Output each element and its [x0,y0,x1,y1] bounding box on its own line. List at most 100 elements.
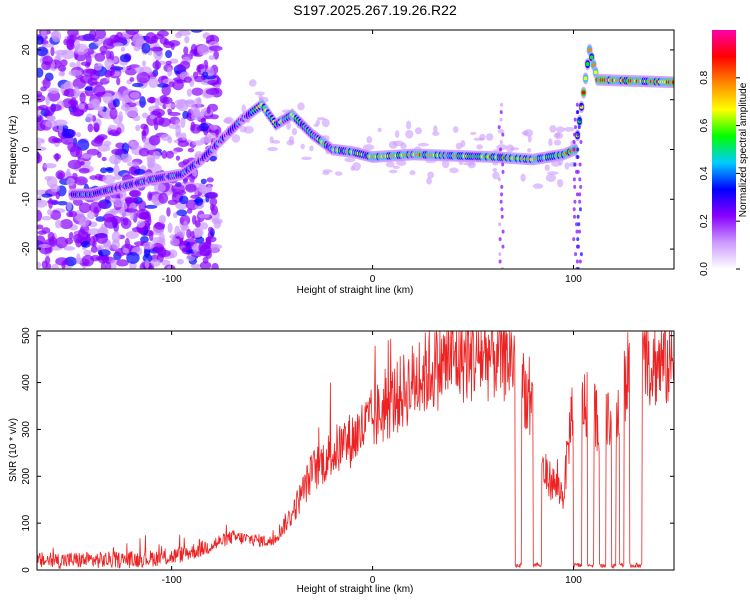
heatmap-cell [158,232,165,243]
heatmap-cell [209,197,218,207]
colorbar-tick-label: 0.6 [699,118,710,132]
heatmap-cell [87,211,96,220]
heatmap-cell [176,258,184,265]
heatmap-cell [300,143,305,150]
heatmap-cell [154,221,166,230]
heatmap-cell [498,154,502,159]
heatmap-cell [497,125,501,130]
heatmap-cell [168,124,181,130]
colorbar-gradient [712,30,736,269]
heatmap-cell [501,132,505,137]
heatmap-cell [161,259,171,266]
heatmap-cell [58,123,64,134]
heatmap-cell [158,192,169,204]
heatmap-cell [254,91,265,96]
heatmap-cell [427,171,435,179]
heatmap-cell [209,124,218,131]
heatmap-cell [110,259,117,269]
heatmap-cell [37,261,42,269]
heatmap-cell [192,243,198,254]
heatmap-cell [498,222,502,227]
heatmap-cell [102,38,116,50]
heatmap-cell [144,259,150,269]
heatmap-cell [195,236,205,244]
heatmap-cell [141,112,149,119]
heatmap-cell [350,165,355,171]
heatmap-cell [394,130,400,138]
heatmap-cell [162,104,167,110]
heatmap-cell [576,147,580,152]
heatmap-cell [146,97,157,104]
heatmap-cell [44,106,55,117]
spectrogram-ytick-label: 20 [21,44,32,56]
heatmap-cell [501,244,505,249]
heatmap-cell [79,216,90,228]
heatmap-cell [165,60,172,65]
heatmap-cell [213,219,222,229]
heatmap-cell [449,167,459,174]
heatmap-cell [46,199,59,204]
heatmap-cell [119,54,131,63]
heatmap-cell [178,229,186,238]
snr-xtick-label: 100 [565,575,582,586]
snr-xlabel: Height of straight line (km) [297,584,414,595]
heatmap-cell [192,140,205,146]
heatmap-cell [573,117,577,122]
heatmap-cell [469,131,477,136]
heatmap-cell [51,263,59,269]
heatmap-cell [496,144,508,151]
heatmap-cell [182,159,190,166]
heatmap-cell [51,30,62,43]
heatmap-cell [72,198,83,206]
heatmap-cell [206,106,211,114]
heatmap-cell [576,132,580,137]
heatmap-cell [578,229,582,234]
colorbar-tick-label: 0.8 [699,70,710,84]
heatmap-cell [165,150,174,159]
heatmap-cell [75,146,83,159]
heatmap-cell [174,99,188,105]
heatmap-cell [555,126,565,133]
heatmap-cell [168,81,175,88]
heatmap-cell [56,201,68,206]
heatmap-cell [112,98,120,108]
heatmap-cell [102,213,115,223]
heatmap-cell [179,214,191,226]
heatmap-cell [101,156,107,162]
spectrogram-xtick-label: -100 [162,274,182,285]
heatmap-cell [118,95,126,101]
heatmap-cell [405,129,414,139]
heatmap-cell [55,170,66,180]
spectrogram-ytick-label: -10 [21,192,32,207]
heatmap-cell [131,82,144,88]
heatmap-cell [175,155,181,161]
heatmap-cell [532,183,544,189]
heatmap-cell [120,46,126,52]
heatmap-cell [83,249,92,256]
heatmap-cell [142,253,153,263]
heatmap-cell [499,147,503,152]
heatmap-cell [90,246,98,253]
heatmap-cell [269,136,274,144]
heatmap-cell [587,47,592,52]
heatmap-cell [87,123,94,133]
heatmap-cell [102,174,116,185]
heatmap-cell [578,162,582,167]
heatmap-cell [577,125,581,130]
heatmap-cell [37,209,43,222]
heatmap-cell [124,196,133,204]
heatmap-cell [40,215,52,221]
heatmap-cell [576,110,580,115]
heatmap-cell [161,96,173,105]
heatmap-cell [426,177,432,185]
heatmap-cell [207,132,217,138]
heatmap-cell [578,177,582,182]
heatmap-cell [127,161,140,167]
colorbar-label: Normalized spectral amplitude [738,82,749,217]
heatmap-cell [74,39,81,52]
heatmap-cell [125,30,139,36]
heatmap-cell [197,64,205,70]
heatmap-cell [175,32,183,39]
heatmap-cell [74,176,88,186]
heatmap-cell [575,259,579,264]
